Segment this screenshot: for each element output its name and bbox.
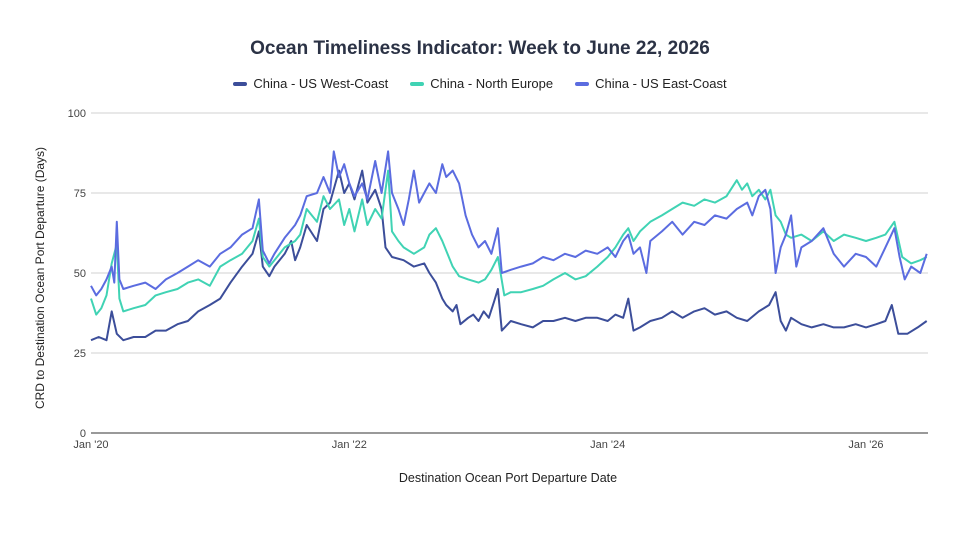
legend-label-us-east-coast: China - US East-Coast (595, 76, 727, 91)
legend-item-us-west-coast[interactable]: China - US West-Coast (233, 76, 388, 91)
x-tick-label: Jan '26 (848, 439, 883, 451)
x-tick-label: Jan '20 (73, 439, 108, 451)
x-axis-label: Destination Ocean Port Departure Date (399, 471, 617, 485)
x-tick-labels: Jan '20 Jan '22 Jan '24 Jan '26 (73, 439, 883, 451)
legend-item-north-europe[interactable]: China - North Europe (410, 76, 553, 91)
series-line-us-west-coast[interactable] (90, 169, 928, 342)
y-tick-label: 25 (74, 348, 86, 360)
gridlines (91, 112, 928, 434)
y-tick-labels: 0 25 50 75 100 (68, 108, 86, 440)
chart-legend: China - US West-Coast China - North Euro… (0, 76, 960, 91)
legend-item-us-east-coast[interactable]: China - US East-Coast (575, 76, 727, 91)
legend-label-us-west-coast: China - US West-Coast (253, 76, 389, 91)
legend-swatch-north-europe (410, 81, 425, 86)
series-line-us-east-coast[interactable] (90, 150, 928, 297)
y-tick-label: 100 (68, 108, 86, 120)
series-lines (90, 150, 928, 342)
legend-swatch-us-west-coast (233, 81, 248, 86)
legend-swatch-us-east-coast (575, 81, 590, 86)
legend-label-north-europe: China - North Europe (430, 76, 554, 91)
y-axis-label: CRD to Destination Ocean Port Departure … (33, 147, 47, 409)
y-tick-label: 50 (74, 268, 86, 280)
y-tick-label: 75 (74, 188, 86, 200)
x-tick-label: Jan '22 (332, 439, 367, 451)
chart-title: Ocean Timeliness Indicator: Week to June… (250, 38, 710, 59)
y-tick-label: 0 (80, 428, 86, 440)
x-tick-label: Jan '24 (590, 439, 625, 451)
series-line-north-europe[interactable] (90, 169, 928, 316)
